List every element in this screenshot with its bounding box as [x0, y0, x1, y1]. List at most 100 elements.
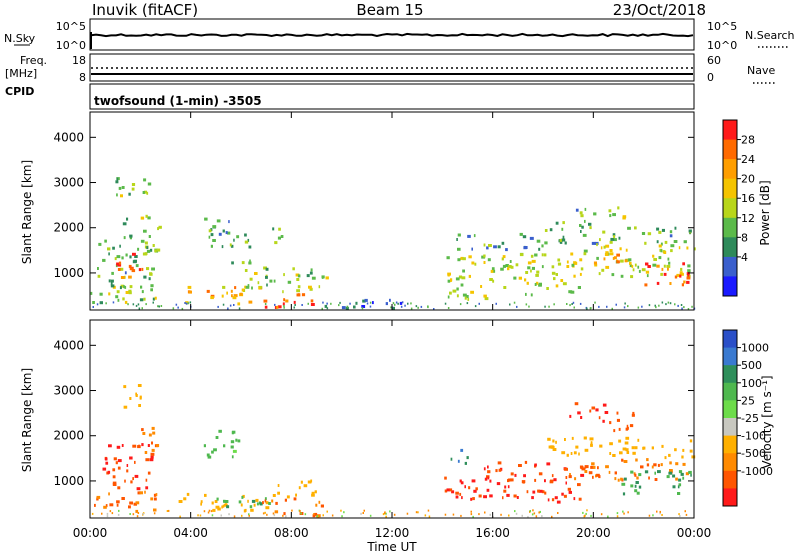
heatmap-cell: [108, 279, 111, 283]
heatmap-cell: [181, 307, 184, 310]
heatmap-cell: [509, 303, 511, 306]
heatmap-cell: [507, 267, 510, 271]
heatmap-cell: [235, 438, 238, 442]
colorbar-swatch: [723, 365, 737, 384]
heatmap-cell: [121, 444, 124, 447]
heatmap-cell: [212, 508, 216, 512]
heatmap-cell: [470, 513, 473, 516]
heatmap-cell: [101, 512, 103, 515]
heatmap-cell: [141, 428, 144, 432]
heatmap-cell: [330, 302, 332, 305]
heatmap-cell: [313, 513, 315, 515]
heatmap-cell: [589, 437, 594, 441]
heatmap-cell: [369, 305, 372, 308]
heatmap-cell: [682, 448, 685, 452]
heatmap-cell: [669, 461, 672, 465]
heatmap-cell: [353, 305, 356, 309]
heatmap-cell: [464, 485, 466, 489]
heatmap-cell: [636, 476, 639, 480]
heatmap-cell: [571, 263, 575, 267]
heatmap-cell: [446, 256, 450, 260]
heatmap-cell: [522, 480, 525, 484]
heatmap-cell: [116, 500, 120, 504]
date-title: 23/Oct/2018: [613, 1, 706, 19]
heatmap-cell: [658, 244, 662, 248]
heatmap-cell: [187, 285, 192, 289]
heatmap-cell: [620, 477, 623, 481]
y-tick-label: 3000: [53, 384, 84, 398]
heatmap-cell: [503, 489, 507, 493]
heatmap-cell: [691, 455, 696, 459]
heatmap-cell: [131, 269, 136, 273]
heatmap-cell: [580, 214, 584, 218]
heatmap-cell: [126, 217, 129, 221]
heatmap-cell: [142, 432, 146, 435]
heatmap-cell: [644, 283, 648, 287]
heatmap-cell: [566, 303, 568, 305]
heatmap-cell: [641, 232, 646, 235]
heatmap-cell: [167, 509, 170, 512]
heatmap-cell: [227, 307, 229, 310]
heatmap-cell: [553, 303, 555, 306]
heatmap-cell: [690, 473, 692, 477]
colorbar-tick-label: -100: [741, 430, 766, 443]
heatmap-cell: [117, 486, 121, 490]
heatmap-cell: [304, 513, 307, 516]
heatmap-cell: [525, 303, 528, 306]
heatmap-cell: [199, 514, 202, 517]
heatmap-cell: [672, 485, 676, 489]
heatmap-cell: [132, 303, 135, 306]
heatmap-cell: [310, 479, 313, 483]
heatmap-cell: [266, 283, 268, 287]
heatmap-cell: [624, 441, 629, 445]
heatmap-cell: [99, 292, 103, 296]
heatmap-cell: [688, 470, 692, 474]
heatmap-cell: [309, 287, 313, 291]
heatmap-cell: [244, 285, 247, 289]
heatmap-cell: [618, 236, 621, 240]
heatmap-cell: [677, 485, 680, 489]
heatmap-cell: [116, 193, 118, 197]
heatmap-cell: [596, 256, 599, 260]
heatmap-cell: [125, 253, 128, 257]
heatmap-cell: [489, 278, 493, 281]
heatmap-cell: [526, 490, 529, 494]
heatmap-cell: [135, 392, 137, 396]
colorbar-swatch: [723, 470, 737, 489]
heatmap-cell: [510, 472, 514, 476]
heatmap-cell: [569, 304, 571, 307]
heatmap-cell: [489, 513, 491, 516]
colorbar-tick-label: 100: [741, 377, 762, 390]
heatmap-cell: [672, 474, 676, 478]
heatmap-cell: [146, 246, 149, 250]
heatmap-cell: [570, 252, 574, 256]
heatmap-cell: [579, 211, 583, 215]
heatmap-cell: [651, 465, 654, 469]
heatmap-cell: [317, 515, 319, 518]
heatmap-cell: [478, 302, 480, 305]
heatmap-cell: [484, 477, 488, 481]
heatmap-cell: [514, 510, 516, 513]
heatmap-cell: [669, 282, 672, 285]
heatmap-cell: [600, 246, 603, 250]
heatmap-cell: [530, 254, 534, 258]
heatmap-cell: [461, 496, 463, 500]
colorbar-swatch: [723, 237, 737, 258]
heatmap-cell: [237, 439, 241, 443]
heatmap-cell: [631, 264, 634, 268]
heatmap-cell: [604, 411, 609, 414]
nsearch-tick-bottom: 10^0: [707, 39, 737, 52]
heatmap-cell: [534, 253, 538, 257]
heatmap-cell: [598, 416, 601, 420]
heatmap-cell: [123, 405, 128, 409]
heatmap-cell: [96, 303, 99, 306]
heatmap-cell: [316, 515, 318, 518]
heatmap-cell: [594, 301, 596, 304]
heatmap-cell: [126, 469, 129, 473]
heatmap-cell: [96, 497, 99, 501]
heatmap-cell: [616, 260, 620, 264]
heatmap-cell: [641, 305, 643, 308]
heatmap-cell: [179, 515, 181, 518]
heatmap-cell: [96, 495, 101, 499]
